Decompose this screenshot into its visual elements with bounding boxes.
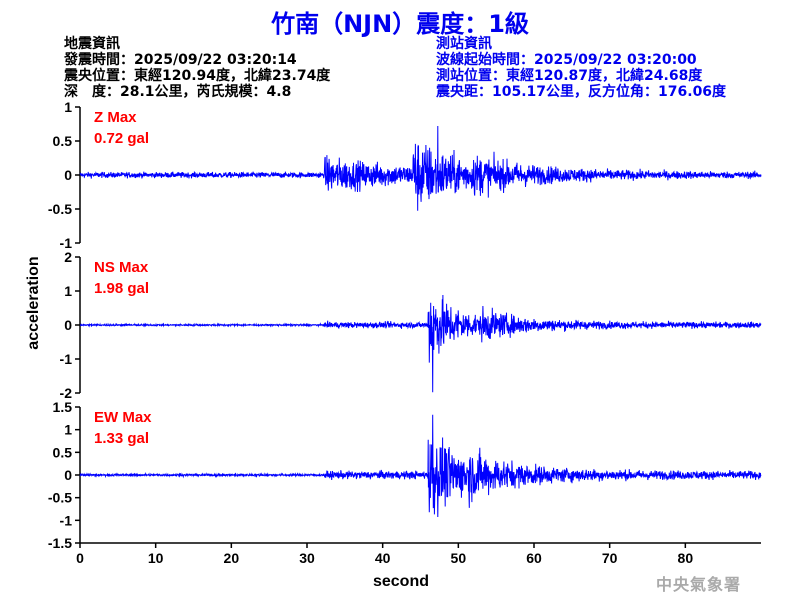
- station-location: 測站位置：東經120.87度，北緯24.68度: [436, 68, 703, 84]
- y-tick-label: 1: [64, 422, 72, 438]
- quake-info: 地震資訊 發震時間：2025/09/22 03:20:14 震央位置：東經120.9…: [64, 36, 330, 100]
- max-label-value: 1.33 gal: [94, 430, 149, 447]
- y-tick-label: -0.5: [48, 201, 72, 217]
- y-tick-label: -0.5: [48, 490, 72, 506]
- panel-z: 1 0.5 0 -0.5 -1 Z Max 0.72 gal: [48, 99, 762, 251]
- x-axis-label: second: [373, 573, 429, 590]
- station-info: 測站資訊 波線起始時間：2025/09/22 03:20:00 測站位置：東經120…: [436, 36, 726, 100]
- x-tick-label: 50: [451, 550, 467, 566]
- x-tick-label: 30: [299, 550, 315, 566]
- x-tick-label: 20: [224, 550, 240, 566]
- max-label-name: NS Max: [94, 259, 149, 276]
- y-axis-label: acceleration: [25, 256, 42, 349]
- origin-time: 發震時間：2025/09/22 03:20:14: [64, 52, 297, 68]
- y-tick-label: -1: [60, 351, 73, 367]
- y-tick-label: 1.5: [53, 399, 73, 415]
- station-info-heading: 測站資訊: [436, 36, 492, 52]
- x-tick-label: 70: [602, 550, 618, 566]
- epicenter: 震央位置：東經120.94度，北緯23.74度: [64, 68, 331, 84]
- x-tick-label: 40: [375, 550, 391, 566]
- watermark: 中央氣象署: [656, 575, 742, 594]
- x-tick-label: 0: [76, 550, 84, 566]
- quake-info-heading: 地震資訊: [64, 36, 120, 52]
- y-tick-label: 0: [64, 467, 72, 483]
- y-tick-label: 0.5: [53, 444, 73, 460]
- x-tick-label: 60: [526, 550, 542, 566]
- y-tick-label: -1: [60, 235, 73, 251]
- y-tick-label: 2: [64, 249, 72, 265]
- panel-ns: 2 1 0 -1 -2 NS Max 1.98 gal: [60, 249, 762, 401]
- panel-ew: 1.5 1 0.5 0 -0.5 -1 -1.5 EW Max 1.33 gal: [48, 399, 762, 551]
- max-label-name: EW Max: [94, 409, 152, 426]
- epicentral-distance: 震央距：105.17公里，反方位角：176.06度: [436, 84, 727, 100]
- waveform-trace: [79, 414, 762, 518]
- y-tick-label: 1: [64, 283, 72, 299]
- y-tick-label: 0.5: [53, 133, 73, 149]
- x-tick-label: 80: [678, 550, 694, 566]
- waveform-trace: [79, 125, 762, 211]
- x-tick-label: 10: [148, 550, 164, 566]
- y-tick-label: 0: [64, 167, 72, 183]
- y-tick-label: 0: [64, 317, 72, 333]
- max-label-value: 1.98 gal: [94, 280, 149, 297]
- max-label-value: 0.72 gal: [94, 130, 149, 147]
- y-tick-label: -2: [60, 385, 73, 401]
- wave-start: 波線起始時間：2025/09/22 03:20:00: [436, 52, 697, 68]
- depth-magnitude: 深 度：28.1公里，芮氏規模：4.8: [64, 84, 292, 100]
- max-label-name: Z Max: [94, 109, 137, 126]
- page-title: 竹南（NJN）震度：1級: [271, 10, 529, 38]
- y-tick-label: -1: [60, 512, 73, 528]
- y-tick-label: 1: [64, 99, 72, 115]
- waveform-trace: [80, 294, 762, 393]
- y-tick-label: -1.5: [48, 535, 72, 551]
